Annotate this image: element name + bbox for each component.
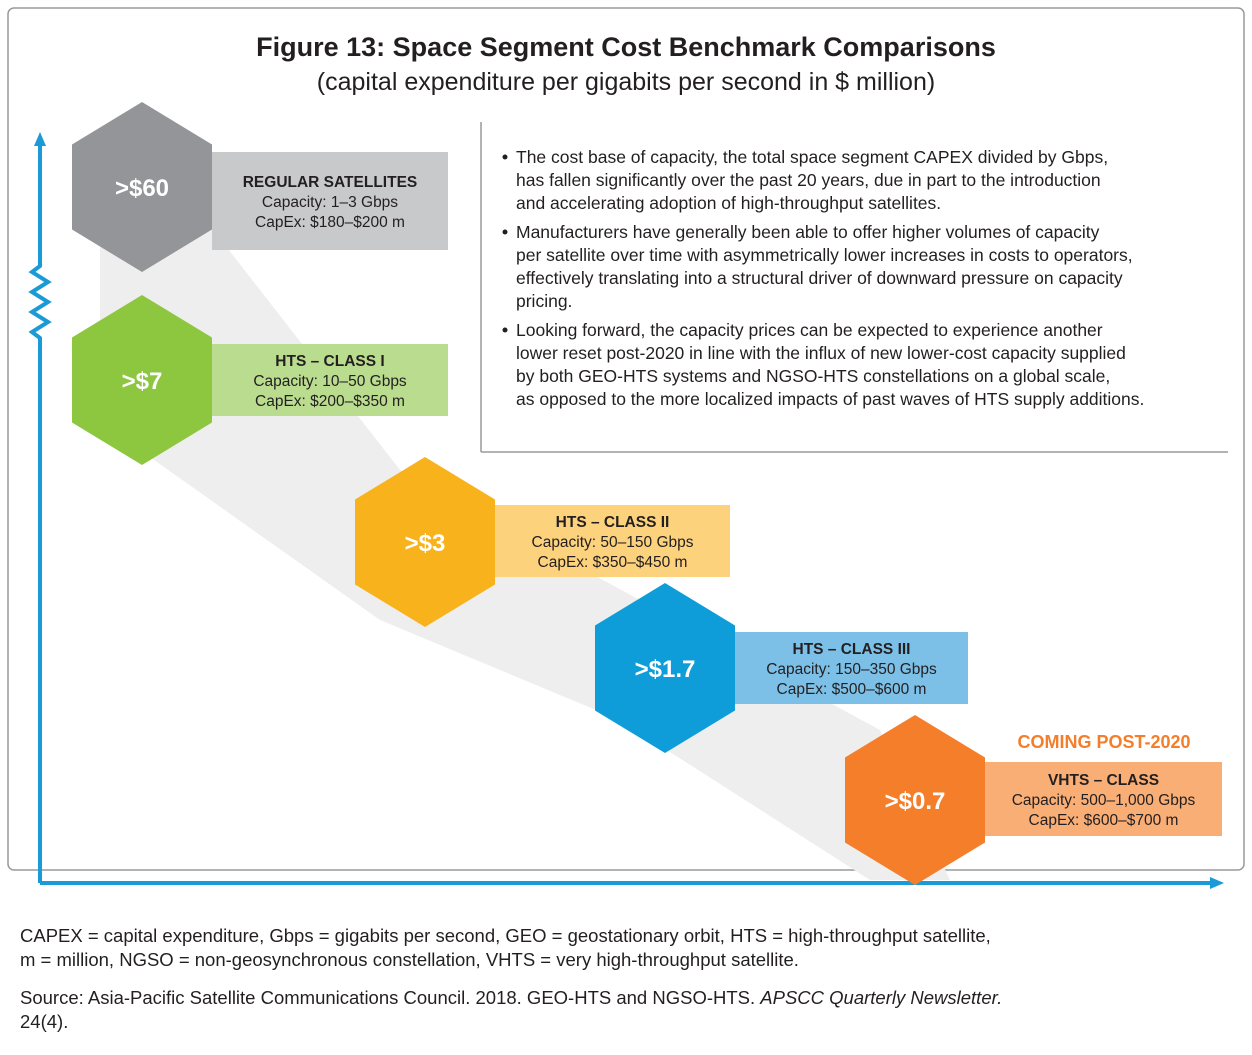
hex-value: >$1.7 — [635, 656, 696, 683]
label-box — [212, 152, 448, 250]
item-capex: CapEx: $180–$200 m — [255, 214, 405, 231]
title: Figure 13: Space Segment Cost Benchmark … — [256, 32, 996, 62]
hex-value: >$0.7 — [885, 788, 946, 815]
bullet-line: per satellite over time with asymmetrica… — [516, 245, 1133, 265]
bullet-line: pricing. — [516, 291, 572, 311]
hex-value: >$60 — [115, 175, 169, 202]
item-capacity: Capacity: 50–150 Gbps — [532, 534, 694, 551]
bullet-line: effectively translating into a structura… — [516, 268, 1123, 288]
item-name: VHTS – CLASS — [1048, 772, 1159, 789]
bullet-line: Manufacturers have generally been able t… — [516, 222, 1100, 242]
item-capex: CapEx: $600–$700 m — [1029, 812, 1179, 829]
bullet-line: as opposed to the more localized impacts… — [516, 389, 1144, 409]
label-box — [495, 505, 730, 577]
item-capacity: Capacity: 10–50 Gbps — [253, 373, 407, 390]
footnote-line: CAPEX = capital expenditure, Gbps = giga… — [20, 925, 991, 946]
bullet-line: and accelerating adoption of high-throug… — [516, 193, 941, 213]
bullet-dot — [502, 229, 508, 235]
bullet-dot — [502, 154, 508, 160]
bullet-line: Looking forward, the capacity prices can… — [516, 320, 1103, 340]
hex-value: >$3 — [405, 530, 446, 557]
label-box — [735, 632, 968, 704]
item-capex: CapEx: $350–$450 m — [538, 554, 688, 571]
label-box — [985, 762, 1222, 836]
item-capex: CapEx: $200–$350 m — [255, 393, 405, 410]
item-capacity: Capacity: 500–1,000 Gbps — [1012, 792, 1196, 809]
item-name: HTS – CLASS II — [556, 514, 670, 531]
item-name: HTS – CLASS III — [793, 641, 911, 658]
item-capex: CapEx: $500–$600 m — [777, 681, 927, 698]
source: Source: Asia-Pacific Satellite Communica… — [20, 987, 1002, 1008]
subtitle: (capital expenditure per gigabits per se… — [317, 68, 935, 96]
bullet-line: lower reset post-2020 in line with the i… — [516, 343, 1126, 363]
item-name: REGULAR SATELLITES — [243, 174, 418, 191]
arrow-up — [34, 132, 46, 146]
bullet-line: has fallen significantly over the past 2… — [516, 170, 1101, 190]
text-box-border — [480, 122, 1228, 453]
hexagon — [72, 295, 212, 465]
hexagon — [845, 715, 985, 885]
frame — [7, 7, 1245, 871]
bullet-line: by both GEO-HTS systems and NGSO-HTS con… — [516, 366, 1110, 386]
source-issue: 24(4). — [20, 1011, 68, 1032]
footnote-line: m = million, NGSO = non-geosynchronous c… — [20, 949, 799, 970]
hexagon — [355, 457, 495, 627]
item-name: HTS – CLASS I — [275, 353, 384, 370]
bullet-dot — [502, 327, 508, 333]
label-box — [212, 344, 448, 416]
item-capacity: Capacity: 1–3 Gbps — [262, 194, 398, 211]
source-journal: APSCC Quarterly Newsletter. — [759, 987, 1002, 1008]
coming-label: COMING POST-2020 — [1017, 732, 1190, 752]
bullet-line: The cost base of capacity, the total spa… — [516, 147, 1108, 167]
axes — [28, 142, 1214, 885]
item-capacity: Capacity: 150–350 Gbps — [766, 661, 937, 678]
hex-value: >$7 — [122, 368, 163, 395]
hexagon — [72, 102, 212, 272]
hexagon — [595, 583, 735, 753]
source-text: Source: Asia-Pacific Satellite Communica… — [20, 987, 760, 1008]
arrow-right — [1210, 877, 1224, 889]
